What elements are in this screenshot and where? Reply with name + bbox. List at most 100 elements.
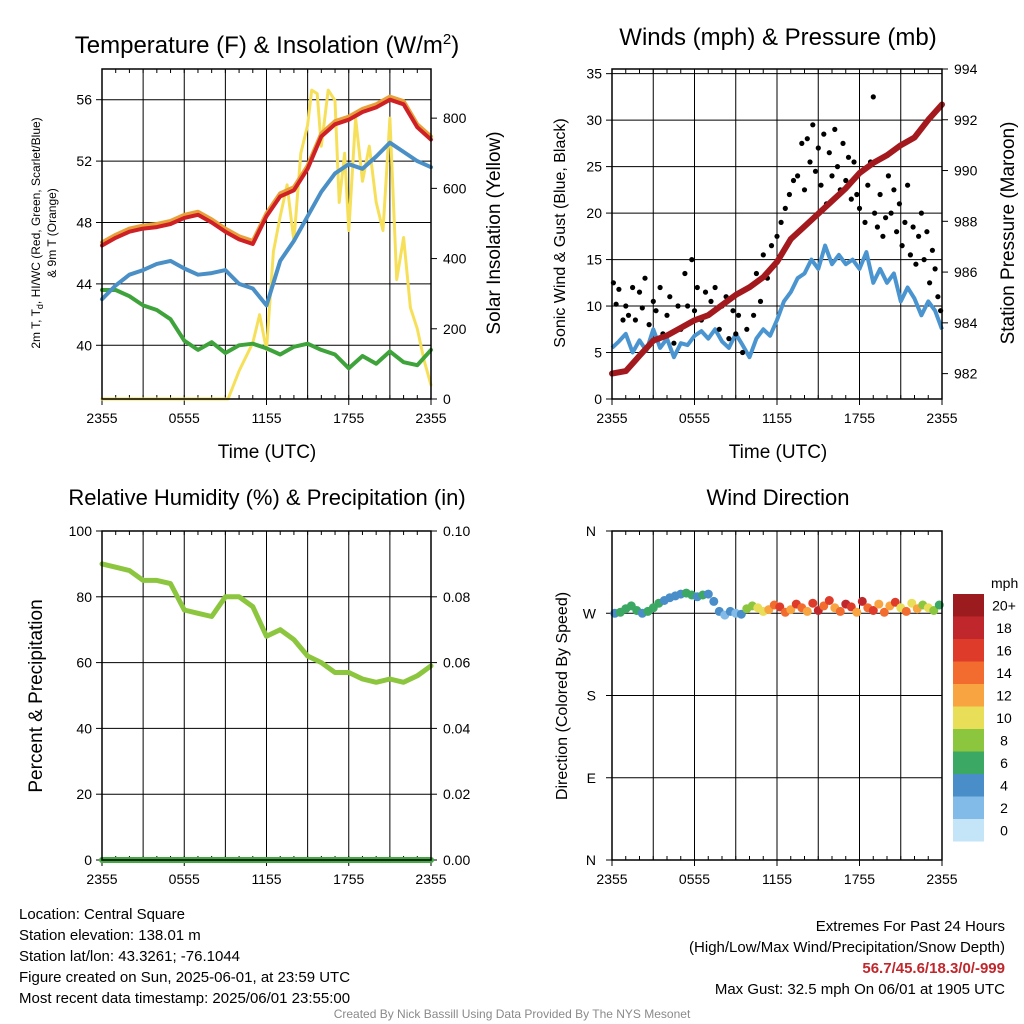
gust-point — [751, 312, 757, 318]
recent-timestamp: Most recent data timestamp: 2025/06/01 2… — [19, 990, 351, 1007]
colorbar-swatch — [953, 819, 984, 842]
colorbar-swatch — [953, 684, 984, 707]
colorbar-label: 16 — [996, 642, 1012, 658]
gust-point — [657, 284, 663, 291]
y-right-tick-label: 0.06 — [443, 655, 470, 671]
colorbar: mph 20+ 18 16 14 12 10 8 6 4 2 0 — [953, 575, 1018, 842]
y-right-tick-label: 0.10 — [443, 523, 470, 539]
y-tick-label: 80 — [76, 589, 92, 605]
direction-point — [709, 596, 719, 606]
gust-point — [807, 159, 813, 165]
gust-point — [910, 224, 916, 230]
gust-point — [845, 154, 852, 160]
direction-point — [736, 609, 746, 619]
gust-point — [826, 150, 832, 156]
chart-title: Wind Direction — [706, 485, 849, 510]
gust-point — [801, 187, 808, 193]
gust-point — [865, 182, 871, 188]
x-tick-label: 2355 — [415, 871, 446, 887]
gust-point — [810, 122, 816, 128]
gust-point — [799, 140, 805, 146]
gust-point — [918, 210, 925, 216]
gust-point — [636, 289, 643, 295]
gust-point — [778, 219, 784, 225]
gust-point — [625, 312, 632, 318]
gust-point — [774, 233, 780, 239]
y-tick-label: E — [587, 770, 596, 786]
x-tick-label: 2355 — [926, 871, 957, 887]
gust-point — [630, 284, 636, 291]
gust-point — [689, 257, 695, 263]
colorbar-swatch — [953, 594, 984, 617]
x-tick-label: 1755 — [333, 871, 364, 887]
gust-point — [932, 266, 938, 272]
y-right-tick-label: 0.00 — [443, 852, 470, 868]
gust-point — [804, 136, 810, 142]
chart-title: Relative Humidity (%) & Precipitation (i… — [68, 485, 465, 510]
gust-point — [935, 294, 941, 300]
y-right-tick-label: 988 — [954, 213, 978, 229]
y-right-tick-label: 0 — [443, 391, 451, 407]
x-tick-label: 1755 — [333, 410, 364, 426]
chart-title-sup: 2 — [443, 31, 451, 48]
y-right-tick-label: 600 — [443, 180, 467, 196]
x-axis-label: Time (UTC) — [218, 442, 317, 463]
x-tick-label: 0555 — [169, 410, 200, 426]
y-axis-label-line2: & 9m T (Orange) — [45, 188, 59, 278]
colorbar-swatch — [953, 706, 984, 729]
gust-point — [856, 205, 863, 211]
gust-point — [854, 191, 860, 198]
chart-title: Winds (mph) & Pressure (mb) — [619, 24, 936, 51]
direction-point — [879, 607, 889, 617]
series-line-pressure — [609, 101, 945, 377]
gust-point — [929, 247, 936, 253]
gust-point — [880, 233, 886, 239]
y-right-tick-label: 992 — [954, 112, 978, 128]
y-right-tick-label: 400 — [443, 251, 467, 267]
y-right-axis-label: Station Pressure (Maroon) — [998, 122, 1019, 345]
gust-point — [712, 284, 718, 291]
x-tick-label: 1155 — [762, 410, 792, 426]
y-tick-label: 5 — [594, 345, 602, 361]
gust-point — [646, 322, 652, 328]
x-tick-label: 1755 — [844, 871, 875, 887]
station-elevation: Station elevation: 138.01 m — [19, 927, 201, 944]
x-tick-label: 1755 — [844, 410, 875, 426]
chart-title-main: Temperature (F) & Insolation (W/m — [75, 32, 443, 59]
gust-point — [924, 229, 930, 235]
gust-point — [782, 205, 788, 211]
direction-point — [852, 607, 862, 617]
colorbar-label: 18 — [996, 620, 1012, 636]
chart-title-close: ) — [451, 32, 459, 59]
y-tick-label: 15 — [586, 252, 602, 268]
direction-point — [846, 602, 856, 612]
gust-point — [730, 308, 736, 314]
direction-point — [775, 602, 785, 612]
colorbar-label: 14 — [996, 665, 1012, 681]
x-tick-label: 1155 — [251, 410, 281, 426]
direction-point — [929, 606, 939, 615]
y-tick-label: 48 — [76, 214, 92, 230]
y-axis-label-part: , HI/WC (Red, Green, Scarlet/Blue) — [29, 117, 43, 304]
x-tick-label: 1155 — [762, 871, 792, 887]
y-axis-label: Sonic Wind & Gust (Blue, Black) — [552, 118, 569, 347]
colorbar-title: mph — [991, 575, 1018, 591]
y-tick-label: 20 — [586, 205, 602, 221]
gust-point — [840, 140, 846, 146]
direction-point — [819, 601, 829, 611]
station-info: Location: Central Square Station elevati… — [19, 904, 350, 1009]
gust-point — [735, 312, 742, 318]
extremes-values: 56.7/45.6/18.3/0/-999 — [862, 960, 1005, 977]
gust-point — [891, 187, 897, 193]
y-axis-label: 2m T, Td, HI/WC (Red, Green, Scarlet/Blu… — [29, 117, 45, 348]
colorbar-swatch — [953, 639, 984, 662]
gust-point — [907, 252, 914, 258]
gust-point — [862, 219, 868, 225]
gust-point — [888, 210, 894, 216]
gust-point — [667, 294, 673, 300]
direction-point — [703, 589, 713, 599]
gust-point — [921, 257, 927, 263]
colorbar-swatch — [953, 616, 984, 639]
extremes-info: Extremes For Past 24 Hours (High/Low/Max… — [689, 916, 1005, 1000]
